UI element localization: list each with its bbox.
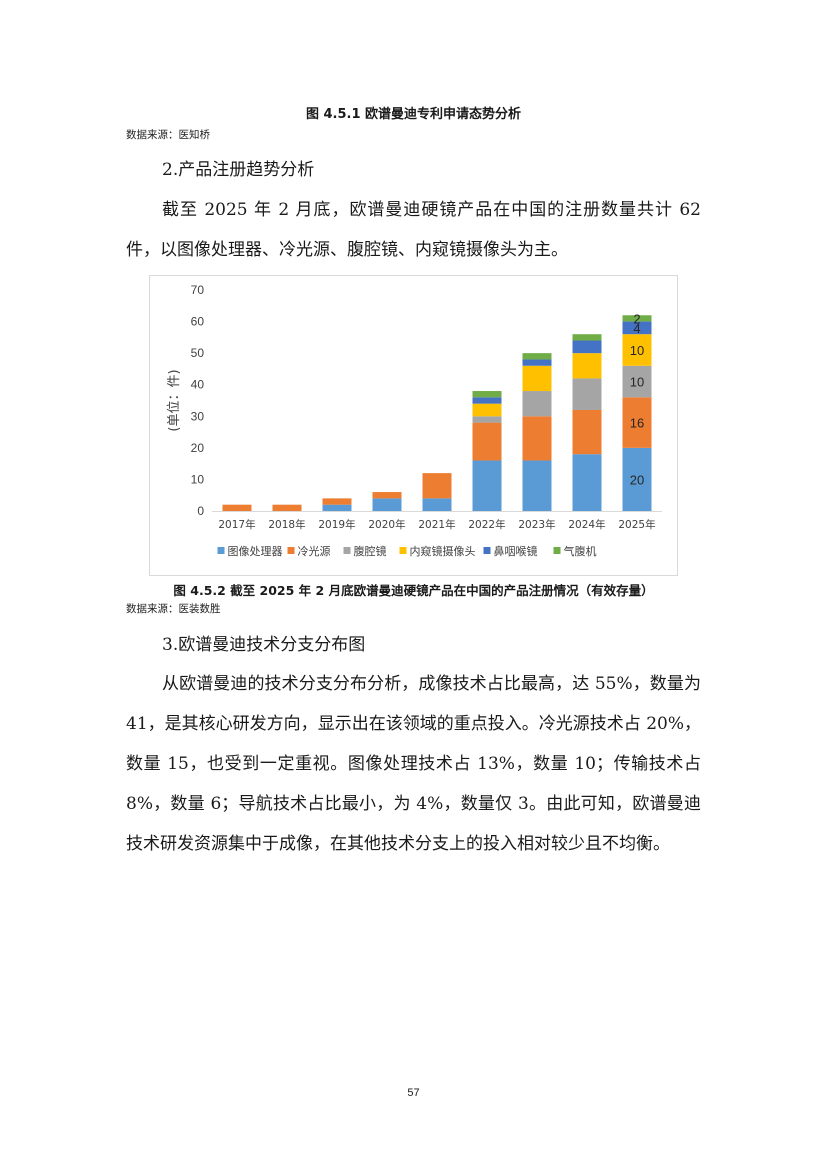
bar-segment	[472, 403, 502, 417]
bar-segment	[422, 473, 452, 499]
data-label: 10	[630, 343, 644, 358]
legend-swatch	[343, 547, 351, 554]
x-tick-label: 2019年	[318, 518, 355, 531]
bar-segment	[472, 460, 502, 511]
page-number: 57	[407, 1087, 420, 1099]
bar-segment	[272, 504, 302, 511]
bar-segment	[222, 504, 252, 511]
bar-segment	[472, 391, 502, 398]
data-label: 10	[630, 375, 644, 390]
y-tick-label: 50	[191, 346, 205, 360]
data-label: 2	[633, 311, 640, 326]
x-tick-label: 2024年	[568, 518, 605, 531]
legend-label: 图像处理器	[228, 545, 283, 558]
bar-segment	[322, 498, 352, 505]
data-source-top: 数据来源：医知桥	[126, 129, 210, 141]
bar-segment	[472, 422, 502, 461]
figure-caption-top: 图 4.5.1 欧谱曼迪专利申请态势分析	[305, 107, 522, 122]
legend-swatch	[287, 547, 295, 554]
data-label: 16	[630, 416, 644, 431]
legend-swatch	[217, 547, 225, 554]
bar-segment	[622, 397, 652, 448]
bar-segment	[622, 315, 652, 322]
bar-segment	[572, 353, 602, 379]
figure-caption-chart: 图 4.5.2 截至 2025 年 2 月底欧谱曼迪硬镜产品在中国的产品注册情况…	[173, 583, 654, 598]
section-3-title: 3.欧谱曼迪技术分支分布图	[162, 635, 366, 655]
bar-segment	[572, 409, 602, 455]
bar-segment	[472, 416, 502, 423]
bar-segment	[522, 460, 552, 511]
legend-label: 鼻咽喉镜	[494, 544, 538, 558]
y-tick-label: 40	[191, 378, 205, 392]
bar-segment	[622, 447, 652, 511]
bar-segment	[572, 334, 602, 341]
bar-segment	[622, 321, 652, 335]
bar-segment	[472, 397, 502, 404]
x-tick-label: 2021年	[418, 518, 455, 531]
data-label: 20	[630, 472, 644, 487]
x-tick-label: 2017年	[218, 518, 255, 531]
legend-label: 气腹机	[564, 544, 597, 558]
legend-label: 内窥镜摄像头	[410, 544, 476, 558]
bar-segment	[522, 391, 552, 417]
x-tick-label: 2023年	[518, 518, 555, 531]
data-source-chart: 数据来源：医装数胜	[126, 603, 221, 615]
y-tick-label: 30	[191, 409, 205, 423]
y-tick-label: 70	[191, 283, 205, 297]
legend-swatch	[483, 547, 491, 554]
data-label: 4	[633, 321, 640, 336]
bar-segment	[422, 498, 452, 511]
x-tick-label: 2018年	[268, 518, 305, 531]
bar-segment	[322, 504, 352, 511]
bar-segment	[622, 365, 652, 398]
bar-segment	[572, 454, 602, 511]
bar-segment	[572, 340, 602, 354]
y-tick-label: 60	[191, 315, 205, 329]
chart-frame: 0 10 20 30 40 50 60 70 (单位：件) 2017年 2018年 2019年 2020…	[149, 275, 678, 576]
bar-segment	[372, 492, 402, 499]
section-3-paragraph: 从欧谱曼迪的技术分支分布分析，成像技术占比最高，达 55%，数量为 41，是其核…	[126, 674, 701, 854]
x-tick-label: 2025年	[618, 518, 655, 531]
x-tick-label: 2020年	[368, 518, 405, 531]
bar-segment	[522, 353, 552, 360]
legend-swatch	[553, 547, 561, 554]
bar-segment	[372, 498, 402, 511]
x-tick-label: 2022年	[468, 518, 505, 531]
y-tick-label: 0	[197, 504, 204, 518]
y-tick-label: 20	[191, 441, 205, 455]
y-axis-label: (单位：件)	[167, 369, 182, 431]
legend-swatch	[399, 547, 407, 554]
y-tick-label: 10	[191, 472, 205, 486]
bar-segment	[522, 365, 552, 392]
section-2-paragraph: 截至 2025 年 2 月底，欧谱曼迪硬镜产品在中国的注册数量共计 62 件，以…	[126, 200, 701, 260]
legend-label: 冷光源	[298, 544, 331, 558]
bar-segment	[622, 334, 652, 366]
section-2-title: 2.产品注册趋势分析	[162, 160, 315, 180]
legend-label: 腹腔镜	[354, 544, 387, 558]
bar-segment	[522, 359, 552, 366]
bar-segment	[522, 416, 552, 461]
bar-segment	[572, 378, 602, 410]
